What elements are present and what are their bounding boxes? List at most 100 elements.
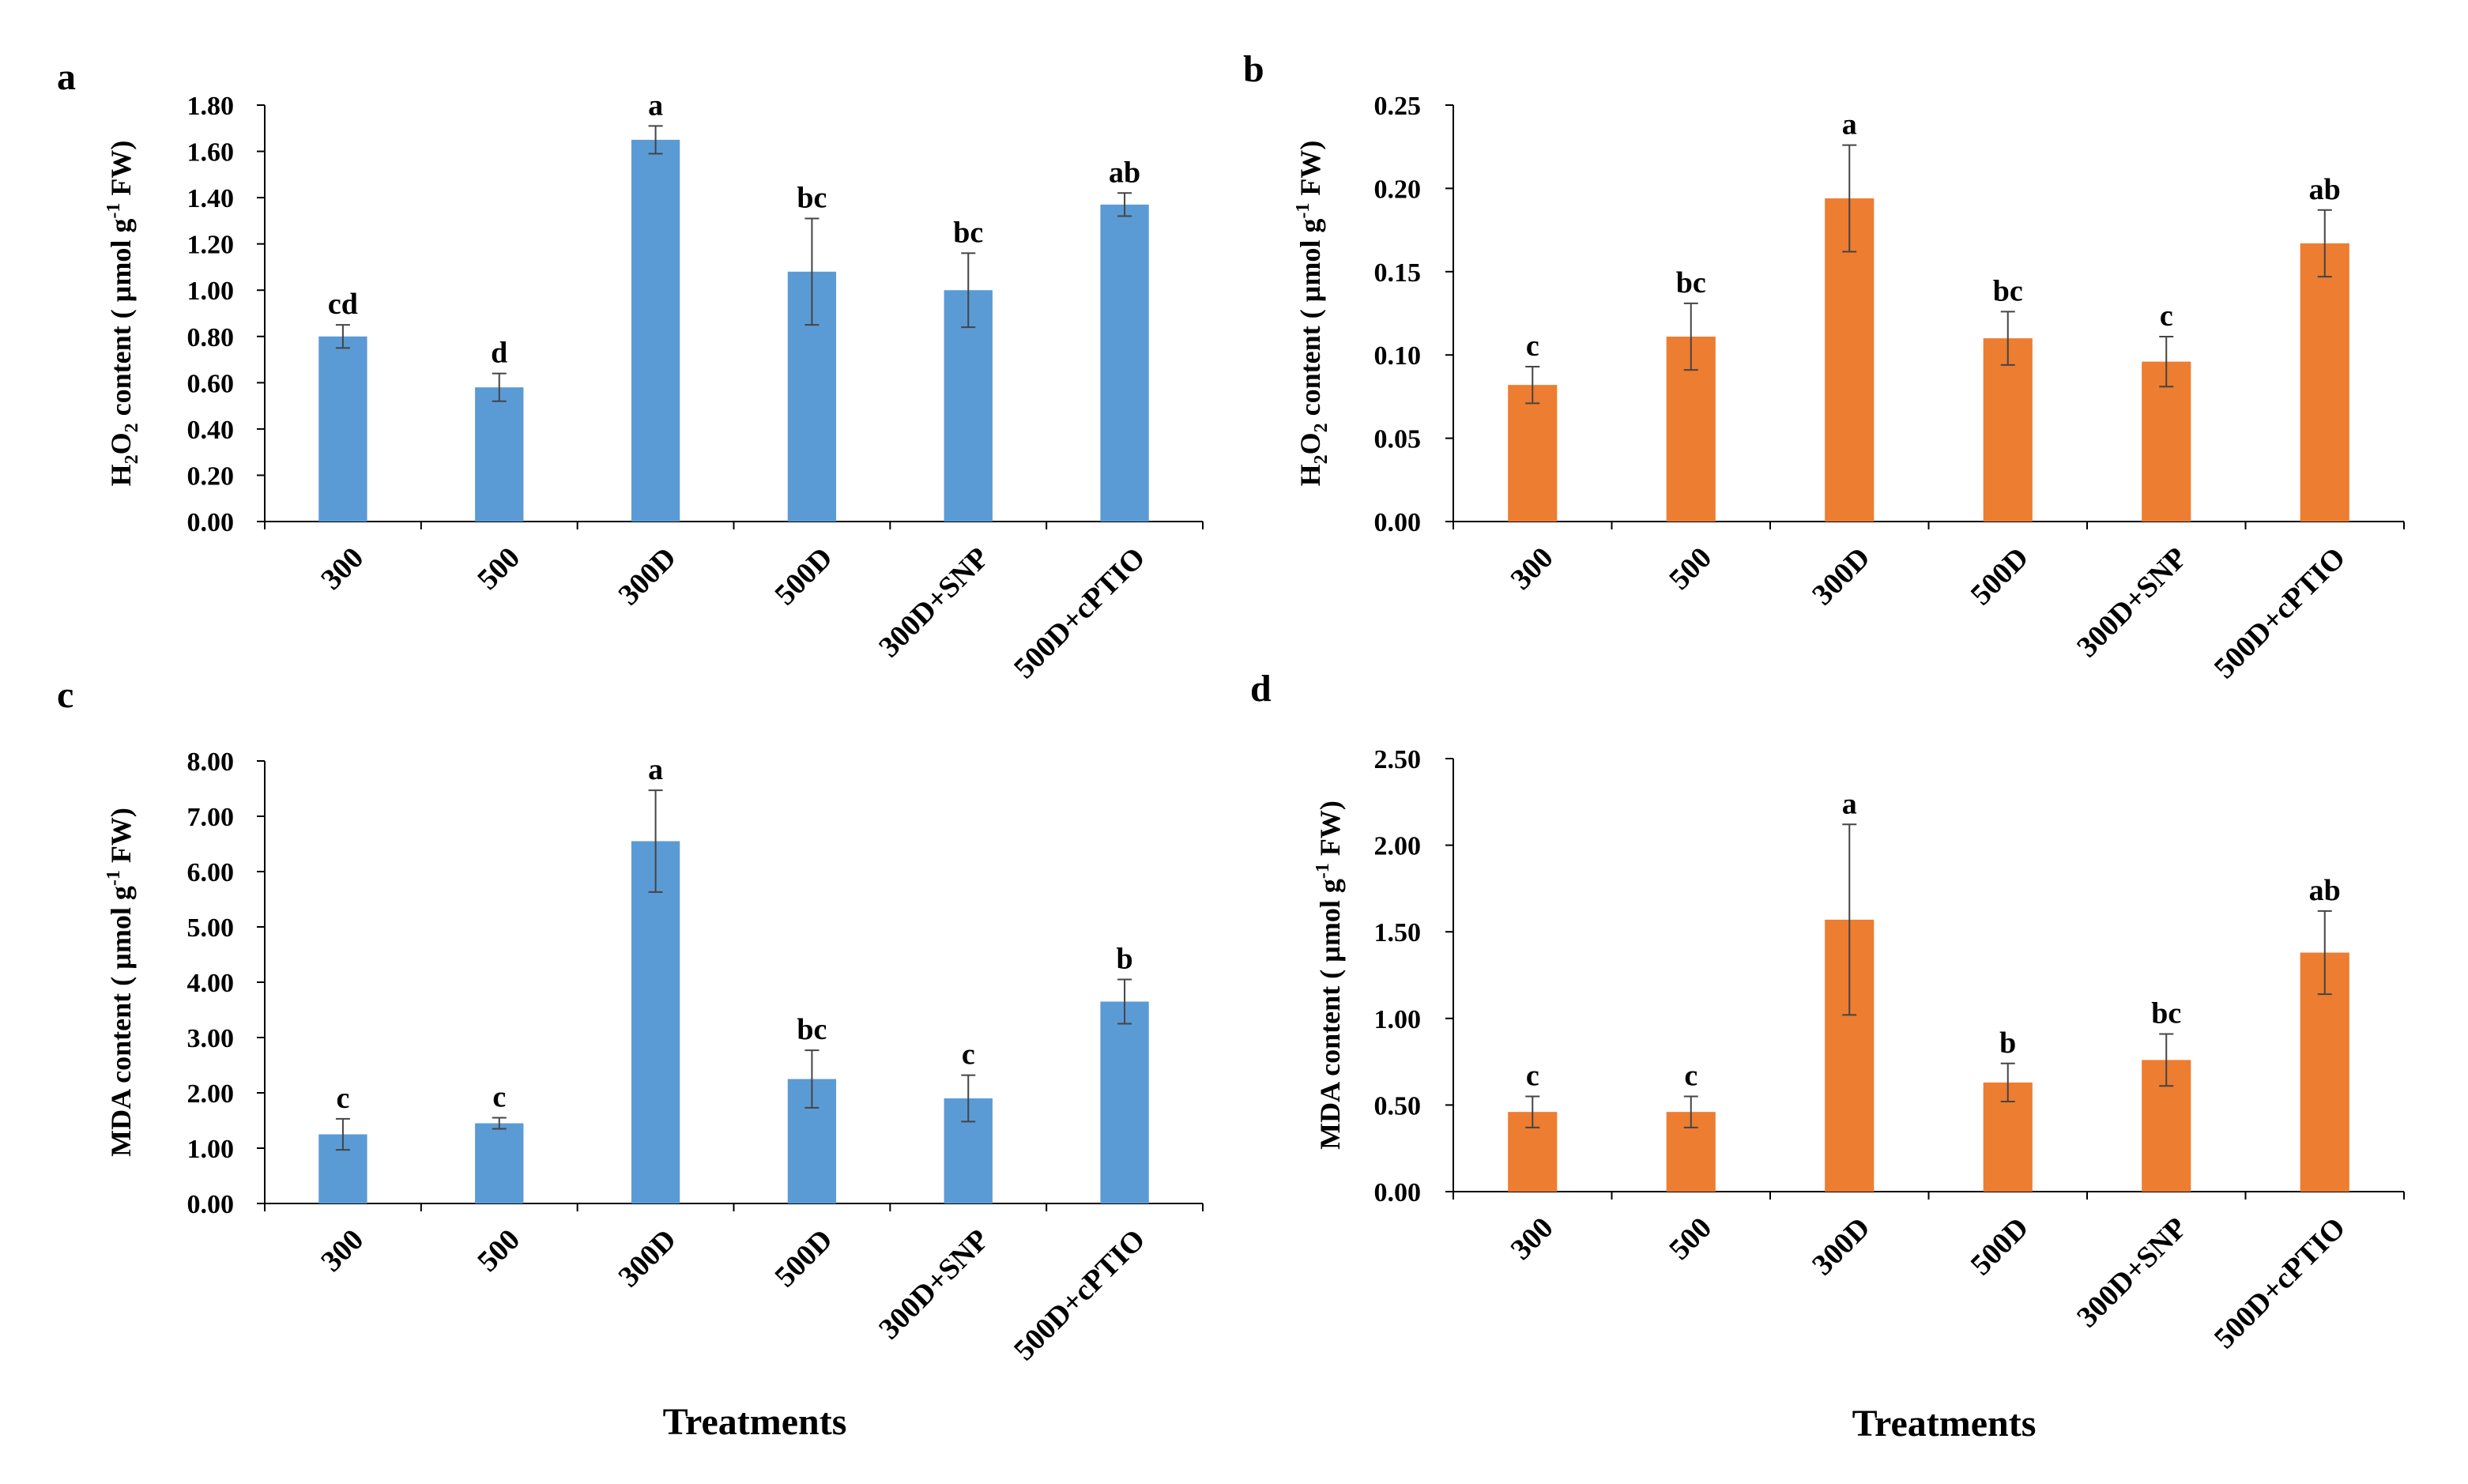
significance-letter: c xyxy=(492,1081,506,1114)
x-tick-label: 300D+SNP xyxy=(2070,1211,2193,1334)
chart-panel-c: c 0.00 1.00 2.00 3.00 4.00 5.00 6.00 7.00 8.00 MDA… xyxy=(57,674,1204,1367)
bar-500D+cPTIO xyxy=(2300,243,2349,522)
x-tick-label: 300 xyxy=(1505,1211,1560,1267)
bar-300 xyxy=(318,336,367,522)
x-tick-label: 500D+cPTIO xyxy=(1008,1223,1151,1367)
x-tick-label: 300D xyxy=(612,1223,683,1294)
x-tick-label: 500D xyxy=(1965,1211,2035,1282)
x-tick-label: 500D+cPTIO xyxy=(2208,1211,2352,1355)
chart-panel-a: a 0.00 0.20 0.40 0.60 0.80 1.00 1.20 1.40 1.60 1.8… xyxy=(57,56,1204,685)
significance-letter: bc xyxy=(1993,274,2023,307)
bar-500 xyxy=(475,387,524,522)
y-tick-label: 0.20 xyxy=(187,461,235,491)
x-tick-label: 300D xyxy=(612,541,683,612)
y-axis-label: H2O2 content ( µmol g-1 FW) xyxy=(104,141,142,487)
y-tick-label: 0.50 xyxy=(1374,1091,1422,1121)
x-tick-label: 300D xyxy=(1806,1211,1876,1282)
y-axis-label: H2O2 content ( µmol g-1 FW) xyxy=(1293,141,1332,487)
x-tick-label: 300 xyxy=(315,1223,370,1279)
y-axis-label: MDA content ( µmol g-1 FW) xyxy=(1313,800,1346,1150)
bar-300D xyxy=(631,841,680,1203)
y-tick-label: 0.00 xyxy=(187,1190,235,1219)
significance-letter: bc xyxy=(797,181,827,214)
panel-label: a xyxy=(57,56,76,98)
significance-letter: ab xyxy=(1109,156,1140,189)
y-tick-label: 0.05 xyxy=(1374,425,1422,454)
y-tick-label: 1.50 xyxy=(1374,918,1422,947)
bar-300D+SNP xyxy=(2142,361,2191,522)
bar-300 xyxy=(1508,385,1558,522)
y-tick-label: 0.60 xyxy=(187,369,235,398)
y-tick-label: 0.20 xyxy=(1374,175,1422,204)
x-axis-label-left: Treatments xyxy=(663,1401,847,1443)
x-tick-label: 500D xyxy=(1965,541,2035,612)
x-tick-label: 300D xyxy=(1806,541,1876,612)
significance-letter: ab xyxy=(2309,874,2341,907)
significance-letter: a xyxy=(1842,108,1857,141)
y-tick-label: 6.00 xyxy=(187,858,235,887)
y-tick-label: 3.00 xyxy=(187,1024,235,1053)
y-tick-label: 1.20 xyxy=(187,231,235,260)
y-axis-label: MDA content ( µmol g-1 FW) xyxy=(104,808,137,1157)
significance-letter: c xyxy=(962,1038,975,1072)
x-tick-label: 300D+SNP xyxy=(2070,541,2193,664)
y-tick-label: 0.00 xyxy=(1374,508,1422,537)
y-tick-label: 7.00 xyxy=(187,803,235,832)
bar-500D xyxy=(1983,338,2033,522)
y-tick-label: 2.00 xyxy=(1374,832,1422,861)
y-tick-label: 2.00 xyxy=(187,1079,235,1109)
significance-letter: c xyxy=(1526,1059,1539,1092)
x-tick-label: 500 xyxy=(1663,1211,1718,1267)
x-tick-label: 300D+SNP xyxy=(872,1223,995,1346)
y-tick-label: 0.80 xyxy=(187,323,235,352)
bar-500 xyxy=(475,1123,524,1203)
y-tick-label: 0.15 xyxy=(1374,258,1422,288)
significance-letter: c xyxy=(1526,330,1539,363)
y-tick-label: 5.00 xyxy=(187,913,235,943)
x-tick-label: 500 xyxy=(471,541,526,597)
significance-letter: b xyxy=(1999,1026,2016,1060)
chart-panel-b: b 0.00 0.05 0.10 0.15 0.20 0.25 H2O2 content ( … xyxy=(1243,48,2405,685)
significance-letter: c xyxy=(336,1082,349,1115)
y-tick-label: 1.00 xyxy=(187,277,235,306)
y-tick-label: 0.10 xyxy=(1374,341,1422,371)
chart-panel-d: d 0.00 0.50 1.00 1.50 2.00 2.50 MDA content ( µ… xyxy=(1250,668,2405,1355)
y-tick-label: 0.00 xyxy=(187,508,235,537)
significance-letter: bc xyxy=(1676,266,1706,299)
x-tick-label: 500D xyxy=(768,541,838,612)
panel-label: d xyxy=(1250,668,1272,710)
significance-letter: a xyxy=(648,753,663,786)
significance-letter: bc xyxy=(953,216,983,249)
x-tick-label: 500 xyxy=(471,1223,526,1279)
y-tick-label: 1.60 xyxy=(187,138,235,168)
significance-letter: d xyxy=(491,337,507,370)
x-tick-label: 300D+SNP xyxy=(872,541,995,664)
x-tick-label: 500D xyxy=(768,1223,838,1294)
x-tick-label: 300 xyxy=(315,541,370,597)
panel-label: b xyxy=(1243,48,1264,90)
bar-500D+cPTIO xyxy=(1100,1001,1149,1203)
y-tick-label: 0.00 xyxy=(1374,1178,1422,1207)
significance-letter: b xyxy=(1117,943,1133,976)
y-tick-label: 1.00 xyxy=(1374,1005,1422,1034)
significance-letter: bc xyxy=(797,1013,827,1046)
significance-letter: a xyxy=(1842,787,1857,820)
y-tick-label: 2.50 xyxy=(1374,745,1422,774)
x-tick-label: 500D+cPTIO xyxy=(1008,541,1151,685)
significance-letter: cd xyxy=(328,288,358,321)
x-axis-label-right: Treatments xyxy=(1852,1403,2037,1444)
panel-label: c xyxy=(57,674,73,716)
y-tick-label: 4.00 xyxy=(187,969,235,998)
x-tick-label: 500 xyxy=(1663,541,1718,597)
bar-300D+SNP xyxy=(944,290,993,522)
x-tick-label: 300 xyxy=(1505,541,1560,597)
y-tick-label: 0.25 xyxy=(1374,92,1422,121)
y-tick-label: 8.00 xyxy=(187,748,235,777)
y-tick-label: 0.40 xyxy=(187,416,235,445)
significance-letter: c xyxy=(2160,299,2173,333)
significance-letter: bc xyxy=(2151,997,2181,1030)
y-tick-label: 1.40 xyxy=(187,184,235,213)
x-tick-label: 500D+cPTIO xyxy=(2208,541,2352,685)
